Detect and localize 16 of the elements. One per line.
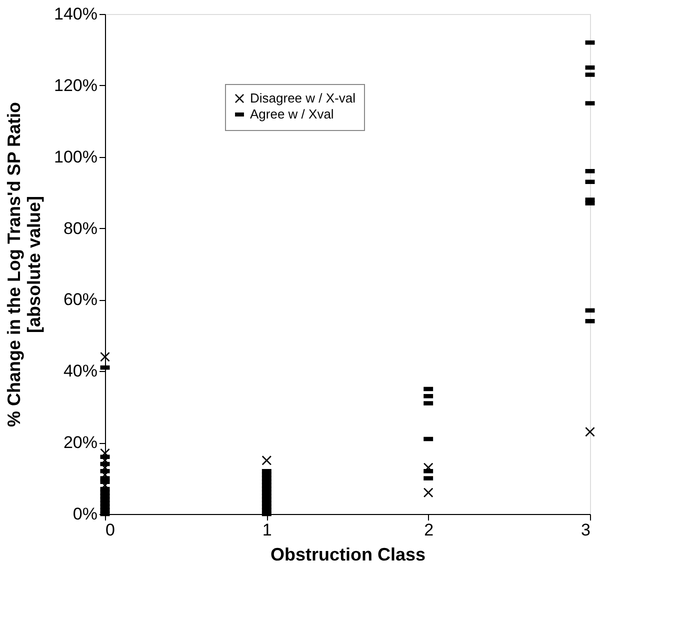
x-tick-label: 2 [424, 520, 434, 540]
y-tick-label: 100% [54, 147, 98, 166]
x-tick-label: 0 [106, 520, 115, 540]
y-tick-label: 40% [63, 362, 98, 381]
y-axis-title: % Change in the Log Trans'd SP Ratio [absolute value] [4, 102, 44, 427]
legend-label: Agree w / Xval [250, 106, 334, 122]
y-tick-label: 0% [72, 504, 98, 524]
y-tick-label: 120% [54, 76, 98, 95]
legend-label: Disagree w / X-val [250, 90, 356, 106]
y-tick-label: 80% [63, 218, 98, 238]
y-tick-label: 60% [63, 290, 98, 310]
y-tick-label: 20% [63, 433, 98, 452]
y-tick-label: 140% [54, 4, 98, 24]
x-tick-label: 3 [581, 520, 590, 540]
x-axis-title: Obstruction Class [270, 544, 426, 564]
x-tick-label: 1 [262, 520, 272, 540]
